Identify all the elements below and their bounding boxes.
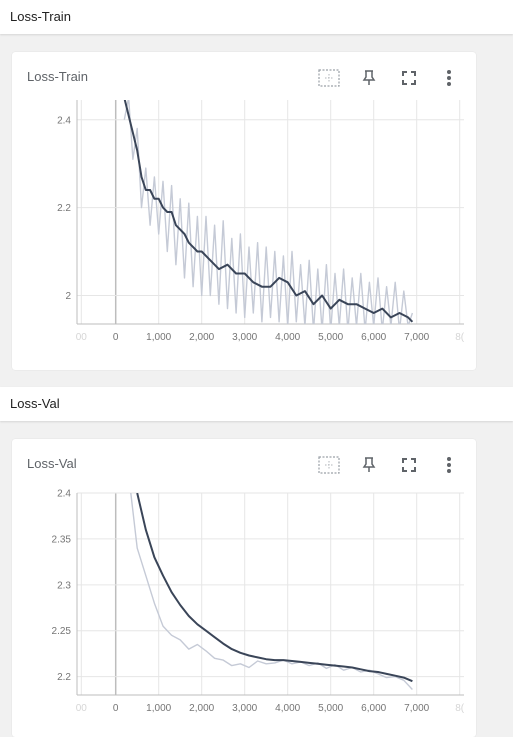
- fit-domain-button[interactable]: [315, 66, 342, 90]
- x-tick-label: 00: [76, 332, 88, 343]
- x-tick-label: 5,000: [318, 703, 343, 714]
- x-tick-label: 6,000: [361, 703, 386, 714]
- y-tick-label: 2.2: [57, 203, 71, 214]
- x-tick-label: 8(: [455, 332, 465, 343]
- x-tick-label: 2,000: [189, 332, 214, 343]
- fit-domain-icon: [317, 456, 340, 474]
- fullscreen-icon: [401, 458, 416, 472]
- x-tick-label: 4,000: [275, 332, 300, 343]
- fit-domain-icon: [317, 69, 340, 87]
- y-tick-label: 2.4: [57, 115, 71, 126]
- fit-domain-button[interactable]: [315, 453, 342, 477]
- chart-card: Loss-Val 00 0 1,000 2,000 3,000 4,000 5,000 6,0…: [12, 439, 476, 737]
- y-tick-label: 2.4: [57, 489, 71, 500]
- x-tick-label: 2,000: [189, 703, 214, 714]
- fullscreen-button[interactable]: [395, 66, 422, 90]
- x-tick-label: 6,000: [361, 332, 386, 343]
- more-options-button[interactable]: [435, 66, 462, 90]
- x-tick-label: 4,000: [275, 703, 300, 714]
- section-loss-val: Loss-Val Loss-Val 00 0 1,000 2,000 3,000 4,00…: [0, 387, 513, 737]
- card-title: Loss-Val: [27, 456, 77, 471]
- loss-val-chart[interactable]: 00 0 1,000 2,000 3,000 4,000 5,000 6,000 7,000 8(…: [12, 439, 476, 737]
- more-options-button[interactable]: [435, 453, 462, 477]
- x-tick-label: 1,000: [146, 703, 171, 714]
- pin-icon: [362, 457, 375, 472]
- pin-button[interactable]: [355, 453, 382, 477]
- x-tick-label: 1,000: [146, 332, 171, 343]
- loss-train-chart[interactable]: 00 0 1,000 2,000 3,000 4,000 5,000 6,000 7,000 8(…: [12, 52, 476, 370]
- pin-icon: [362, 70, 375, 85]
- x-tick-label: 7,000: [404, 332, 429, 343]
- series-line: [123, 100, 414, 323]
- x-tick-label: 5,000: [318, 332, 343, 343]
- y-tick-label: 2.25: [52, 626, 72, 637]
- series-line: [136, 493, 413, 683]
- y-tick-label: 2: [65, 291, 71, 302]
- x-tick-label: 0: [113, 703, 119, 714]
- fullscreen-icon: [401, 71, 416, 85]
- x-tick-label: 7,000: [404, 703, 429, 714]
- more-vert-icon: [446, 457, 451, 473]
- x-tick-label: 8(: [455, 703, 465, 714]
- card-title: Loss-Train: [27, 69, 88, 84]
- pin-button[interactable]: [355, 66, 382, 90]
- section-header[interactable]: Loss-Train: [0, 0, 513, 34]
- section-header[interactable]: Loss-Val: [0, 387, 513, 421]
- y-tick-label: 2.35: [52, 534, 72, 545]
- series-line: [123, 100, 414, 324]
- section-loss-train: Loss-Train Loss-Train 00 0 1,000 2,000 3,000…: [0, 0, 513, 370]
- card-toolbar: [302, 66, 462, 90]
- more-vert-icon: [446, 70, 451, 86]
- x-tick-label: 3,000: [232, 332, 257, 343]
- x-tick-label: 3,000: [232, 703, 257, 714]
- x-tick-label: 0: [113, 332, 119, 343]
- y-tick-label: 2.3: [57, 580, 71, 591]
- fullscreen-button[interactable]: [395, 453, 422, 477]
- y-tick-label: 2.2: [57, 672, 71, 683]
- x-tick-label: 00: [76, 703, 88, 714]
- chart-card: Loss-Train 00 0 1,000 2,000 3,000 4,000 5,000 6…: [12, 52, 476, 370]
- card-toolbar: [302, 453, 462, 477]
